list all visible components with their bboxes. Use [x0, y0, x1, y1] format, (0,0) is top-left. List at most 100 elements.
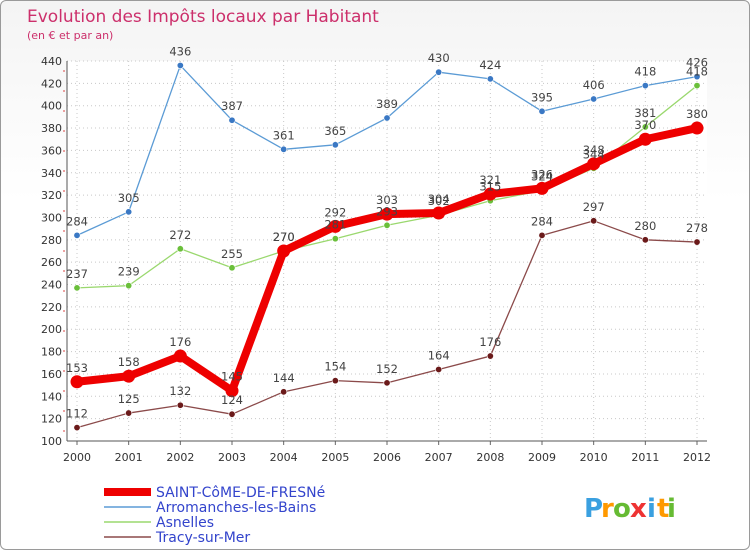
data-label-saint-c-me-de-fresn: 292 [324, 205, 346, 219]
y-tick-label: 140 [41, 390, 62, 403]
data-point-asnelles [383, 221, 391, 229]
data-point-saint-c-me-de-fresn [483, 187, 497, 201]
y-tick-label: 440 [41, 55, 62, 68]
x-tick-label: 2000 [63, 451, 91, 464]
data-label-arromanches-les-bains: 305 [118, 191, 140, 205]
data-label-arromanches-les-bains: 395 [531, 90, 553, 104]
data-label-tracy-sur-mer: 125 [118, 392, 140, 406]
data-point-tracy-sur-mer [383, 379, 391, 387]
axes: 100 120 140 160 180 200 220 240 260 280 300 320 340 3… [41, 55, 711, 464]
logo-letter: i [667, 494, 676, 524]
data-label-arromanches-les-bains: 361 [273, 128, 295, 142]
data-point-saint-c-me-de-fresn [225, 384, 239, 398]
data-label-saint-c-me-de-fresn: 370 [634, 118, 656, 132]
data-label-tracy-sur-mer: 176 [479, 335, 501, 349]
x-tick-label: 2011 [631, 451, 659, 464]
y-tick-label: 260 [41, 256, 62, 269]
y-tick-label: 280 [41, 234, 62, 247]
x-tick-label: 2008 [476, 451, 504, 464]
y-tick-label: 240 [41, 279, 62, 292]
data-point-saint-c-me-de-fresn [587, 157, 601, 171]
logo-letter: o [613, 494, 631, 524]
data-point-asnelles [125, 282, 133, 290]
legend-label: Arromanches-les-Bains [156, 500, 316, 516]
data-label-tracy-sur-mer: 112 [66, 407, 88, 421]
data-point-arromanches-les-bains [486, 75, 494, 83]
x-tick-label: 2006 [373, 451, 401, 464]
data-point-tracy-sur-mer [228, 410, 236, 418]
legend-label: SAINT-CôME-DE-FRESNé [156, 485, 325, 501]
data-label-arromanches-les-bains: 424 [479, 58, 501, 72]
data-point-arromanches-les-bains [693, 73, 701, 81]
data-label-saint-c-me-de-fresn: 303 [376, 193, 398, 207]
data-point-tracy-sur-mer [486, 352, 494, 360]
data-point-arromanches-les-bains [590, 95, 598, 103]
data-point-tracy-sur-mer [73, 424, 81, 432]
data-label-asnelles: 381 [634, 106, 656, 120]
data-label-saint-c-me-de-fresn: 348 [583, 143, 605, 157]
legend-label: Asnelles [156, 515, 214, 531]
data-label-tracy-sur-mer: 297 [583, 200, 605, 214]
data-point-tracy-sur-mer [176, 401, 184, 409]
data-point-saint-c-me-de-fresn [122, 369, 136, 383]
data-label-tracy-sur-mer: 154 [324, 360, 346, 374]
data-point-tracy-sur-mer [538, 231, 546, 239]
data-label-tracy-sur-mer: 124 [221, 393, 243, 407]
data-point-saint-c-me-de-fresn [173, 349, 187, 363]
data-label-saint-c-me-de-fresn: 153 [66, 361, 88, 375]
y-tick-label: 100 [41, 435, 62, 448]
data-label-tracy-sur-mer: 132 [169, 384, 191, 398]
data-label-arromanches-les-bains: 387 [221, 99, 243, 113]
chart-subtitle: (en € et par an) [27, 29, 113, 42]
grid [67, 60, 707, 442]
data-point-asnelles [331, 235, 339, 243]
data-label-arromanches-les-bains: 406 [583, 78, 605, 92]
data-label-tracy-sur-mer: 280 [634, 219, 656, 233]
y-tick-label: 340 [41, 167, 62, 180]
data-label-tracy-sur-mer: 144 [273, 371, 295, 385]
y-tick-label: 400 [41, 100, 62, 113]
y-tick-label: 420 [41, 77, 62, 90]
data-label-asnelles: 239 [118, 265, 140, 279]
data-point-asnelles [73, 284, 81, 292]
data-label-saint-c-me-de-fresn: 158 [118, 355, 140, 369]
data-label-asnelles: 418 [686, 65, 708, 79]
x-tick-label: 2005 [321, 451, 349, 464]
logo-letter: t [657, 494, 669, 524]
y-tick-label: 180 [41, 346, 62, 359]
data-point-arromanches-les-bains [538, 107, 546, 115]
data-point-tracy-sur-mer [280, 388, 288, 396]
data-label-tracy-sur-mer: 164 [428, 348, 450, 362]
y-tick-label: 120 [41, 413, 62, 426]
data-label-arromanches-les-bains: 284 [66, 214, 88, 228]
data-point-arromanches-les-bains [331, 141, 339, 149]
data-label-arromanches-les-bains: 389 [376, 97, 398, 111]
data-label-saint-c-me-de-fresn: 270 [273, 230, 295, 244]
chart-title: Evolution des Impôts locaux par Habitant [27, 7, 379, 27]
data-point-arromanches-les-bains [73, 231, 81, 239]
data-point-saint-c-me-de-fresn [432, 206, 446, 220]
data-point-saint-c-me-de-fresn [535, 181, 549, 195]
data-point-arromanches-les-bains [641, 82, 649, 90]
data-label-asnelles: 302 [428, 194, 450, 208]
data-point-asnelles [176, 245, 184, 253]
data-point-tracy-sur-mer [641, 236, 649, 244]
y-tick-label: 200 [41, 323, 62, 336]
data-point-tracy-sur-mer [590, 217, 598, 225]
y-tick-label: 320 [41, 189, 62, 202]
proxiti-logo: Pr o x i ti [584, 494, 676, 524]
x-tick-label: 2002 [166, 451, 194, 464]
data-label-asnelles: 272 [169, 228, 191, 242]
data-label-arromanches-les-bains: 426 [686, 56, 708, 70]
data-label-asnelles: 255 [221, 247, 243, 261]
data-label-tracy-sur-mer: 152 [376, 362, 398, 376]
data-point-arromanches-les-bains [280, 145, 288, 153]
data-point-asnelles [693, 82, 701, 90]
data-point-tracy-sur-mer [693, 238, 701, 246]
data-label-saint-c-me-de-fresn: 321 [479, 173, 501, 187]
x-tick-label: 2004 [270, 451, 298, 464]
data-point-saint-c-me-de-fresn [690, 121, 704, 135]
